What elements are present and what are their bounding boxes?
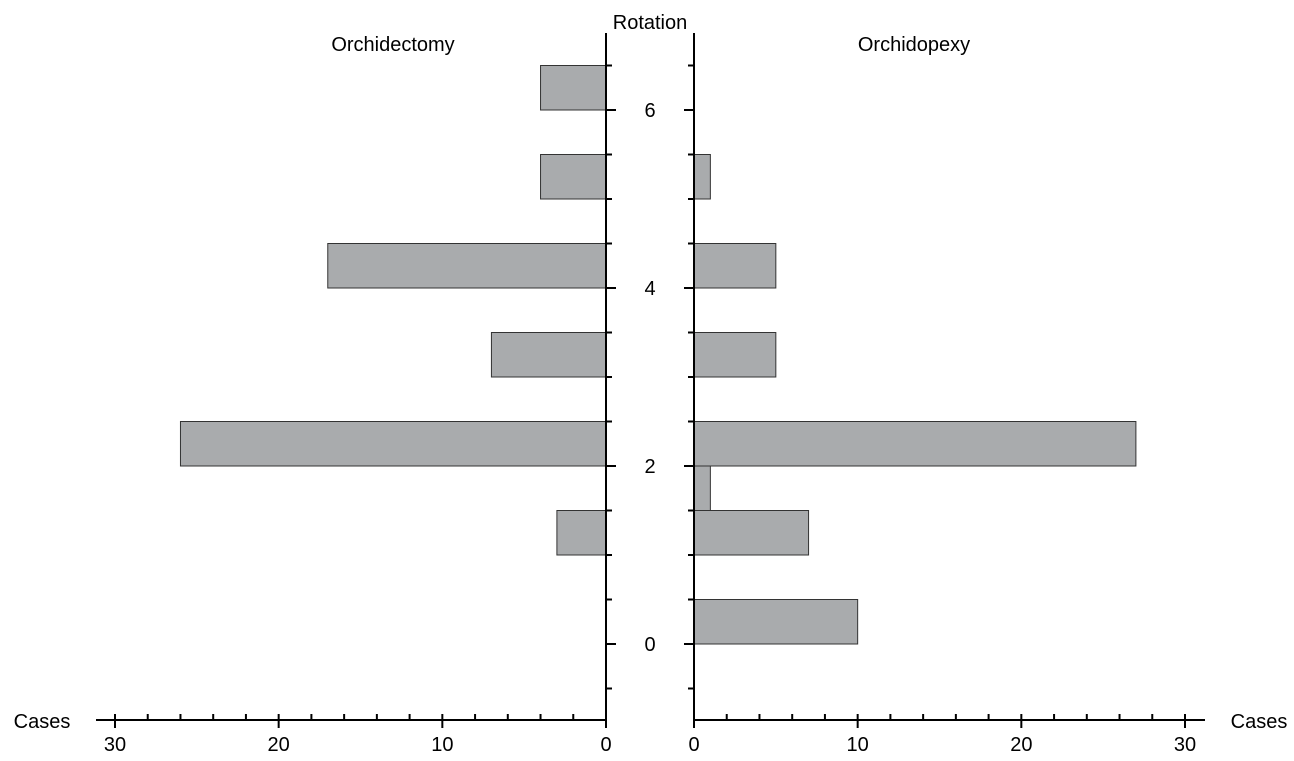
y-tick-label: 2: [644, 456, 655, 478]
left-bar-3: [327, 243, 607, 289]
right-x-tick-label: 10: [847, 734, 869, 756]
left-x-tick-label: 30: [104, 734, 126, 756]
right-x-tick-label: 30: [1174, 734, 1196, 756]
right-x-tick-label: 20: [1010, 734, 1032, 756]
y-tick-label: 0: [644, 634, 655, 656]
ticks-group: 0 2 4 6 30 20 10 0 0 10 20 30: [104, 64, 1196, 756]
left-panel-title: Orchidectomy: [331, 34, 454, 56]
y-tick-label: 6: [644, 100, 655, 122]
right-bar-3: [693, 421, 1137, 467]
left-bar-1: [179, 421, 607, 467]
left-x-tick-label: 0: [600, 734, 611, 756]
right-bar-5: [693, 243, 777, 289]
right-panel-title: Orchidopexy: [858, 34, 970, 56]
left-x-tick-label: 20: [268, 734, 290, 756]
right-bar-2: [693, 465, 711, 511]
left-x-axis-label: Cases: [14, 711, 71, 733]
y-tick-label: 4: [644, 278, 655, 300]
labels-group: Rotation Orchidectomy Orchidopexy Cases …: [14, 12, 1288, 733]
left-bar-2: [490, 332, 607, 378]
right-x-tick-label: 0: [688, 734, 699, 756]
left-bars-group: [179, 65, 607, 556]
right-x-axis-label: Cases: [1231, 711, 1288, 733]
axes-group: [96, 33, 1205, 721]
left-x-tick-label: 10: [431, 734, 453, 756]
left-bar-5: [540, 65, 607, 111]
right-bar-1: [693, 510, 810, 556]
right-bars-group: [693, 154, 1137, 645]
right-bar-6: [693, 154, 711, 200]
left-bar-0: [556, 510, 607, 556]
y-axis-title: Rotation: [613, 12, 688, 34]
right-bar-4: [693, 332, 777, 378]
left-bar-4: [540, 154, 607, 200]
right-bar-0: [693, 599, 859, 645]
